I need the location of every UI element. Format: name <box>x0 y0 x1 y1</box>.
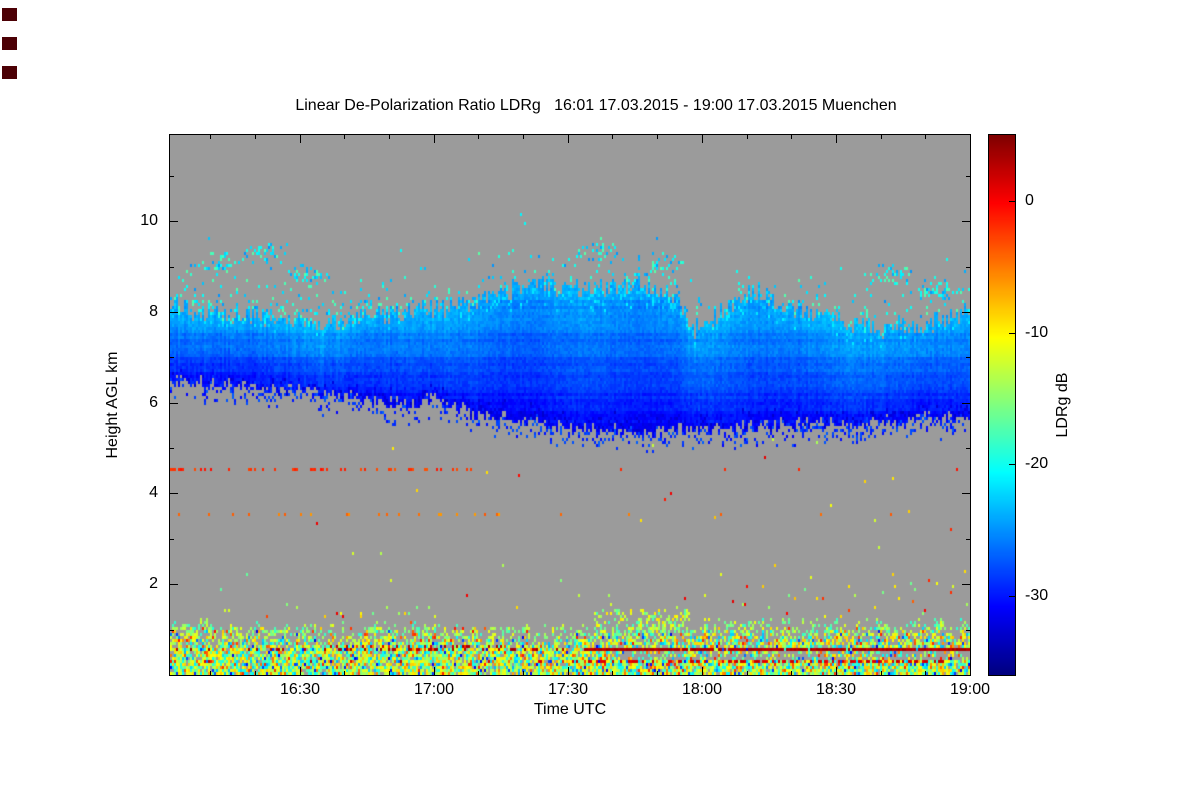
x-axis-minor-tick <box>881 135 882 139</box>
x-axis-minor-tick <box>791 135 792 139</box>
colorbar-tick <box>1009 596 1015 597</box>
y-axis-minor-tick <box>170 176 174 177</box>
x-axis-minor-tick <box>255 135 256 139</box>
x-axis-minor-tick <box>925 135 926 139</box>
colorbar-label: LDRg dB <box>1054 372 1071 438</box>
x-axis-tick <box>300 135 301 143</box>
y-axis-tick <box>962 221 970 222</box>
y-axis-tick <box>170 493 178 494</box>
y-axis-minor-tick <box>966 176 970 177</box>
y-tick-label: 10 <box>140 212 158 229</box>
plot-frame <box>169 134 971 676</box>
y-axis-tick <box>962 493 970 494</box>
colorbar-frame <box>988 134 1016 676</box>
y-axis-tick <box>962 584 970 585</box>
x-axis-minor-tick <box>657 671 658 675</box>
x-axis-minor-tick <box>523 135 524 139</box>
colorbar-tick <box>1009 464 1015 465</box>
x-axis-minor-tick <box>612 671 613 675</box>
x-axis-minor-tick <box>344 135 345 139</box>
x-axis-tick <box>434 135 435 143</box>
x-tick-label: 19:00 <box>949 681 991 698</box>
y-tick-label: 2 <box>149 575 158 592</box>
y-tick-label: 4 <box>149 484 158 501</box>
x-tick-label: 17:30 <box>547 681 589 698</box>
x-axis-minor-tick <box>255 671 256 675</box>
x-axis-tick <box>568 667 569 675</box>
colorbar-tick-label: -20 <box>1025 455 1049 472</box>
x-axis-minor-tick <box>881 671 882 675</box>
y-axis-tick <box>170 584 178 585</box>
x-axis-tick <box>702 667 703 675</box>
colorbar-tick <box>1009 333 1015 334</box>
x-axis-minor-tick <box>210 135 211 139</box>
y-axis-minor-tick <box>170 630 174 631</box>
x-axis-minor-tick <box>344 671 345 675</box>
x-axis-tick <box>970 135 971 143</box>
y-axis-tick <box>962 312 970 313</box>
y-axis-minor-tick <box>966 448 970 449</box>
x-axis-tick <box>434 667 435 675</box>
x-axis-minor-tick <box>791 671 792 675</box>
y-axis-minor-tick <box>966 630 970 631</box>
x-axis-minor-tick <box>747 135 748 139</box>
y-tick-label: 8 <box>149 303 158 320</box>
y-axis-minor-tick <box>170 357 174 358</box>
screen-edge-artifact <box>2 8 17 21</box>
x-axis-minor-tick <box>478 671 479 675</box>
x-tick-label: 18:30 <box>815 681 857 698</box>
y-axis-tick <box>170 312 178 313</box>
x-axis-minor-tick <box>478 135 479 139</box>
y-axis-tick <box>170 403 178 404</box>
colorbar-tick-label: -30 <box>1025 587 1049 604</box>
x-axis-tick <box>568 135 569 143</box>
y-axis-minor-tick <box>966 357 970 358</box>
x-axis-tick <box>970 667 971 675</box>
x-axis-minor-tick <box>210 671 211 675</box>
colorbar-canvas <box>989 135 1015 675</box>
x-axis-minor-tick <box>389 671 390 675</box>
y-axis-minor-tick <box>170 448 174 449</box>
colorbar-tick-label: 0 <box>1025 192 1034 209</box>
y-axis-tick <box>170 221 178 222</box>
y-axis-minor-tick <box>966 267 970 268</box>
x-tick-label: 18:00 <box>681 681 723 698</box>
x-axis-minor-tick <box>747 671 748 675</box>
y-axis-minor-tick <box>170 539 174 540</box>
x-axis-tick <box>300 667 301 675</box>
x-axis-minor-tick <box>657 135 658 139</box>
x-tick-label: 17:00 <box>413 681 455 698</box>
y-axis-minor-tick <box>170 267 174 268</box>
x-axis-minor-tick <box>612 135 613 139</box>
x-axis-tick <box>836 667 837 675</box>
y-axis-minor-tick <box>966 539 970 540</box>
x-axis-minor-tick <box>389 135 390 139</box>
x-axis-minor-tick <box>523 671 524 675</box>
y-tick-label: 6 <box>149 394 158 411</box>
y-axis-tick <box>962 403 970 404</box>
heatmap-canvas <box>170 135 970 675</box>
x-axis-label: Time UTC <box>533 701 607 718</box>
colorbar-tick-label: -10 <box>1025 324 1049 341</box>
chart-title: Linear De-Polarization Ratio LDRg 16:01 … <box>295 97 897 114</box>
screen-edge-artifact <box>2 66 17 79</box>
x-axis-tick <box>836 135 837 143</box>
screen-edge-artifact <box>2 37 17 50</box>
colorbar-tick <box>1009 201 1015 202</box>
x-tick-label: 16:30 <box>279 681 321 698</box>
x-axis-minor-tick <box>925 671 926 675</box>
x-axis-tick <box>702 135 703 143</box>
